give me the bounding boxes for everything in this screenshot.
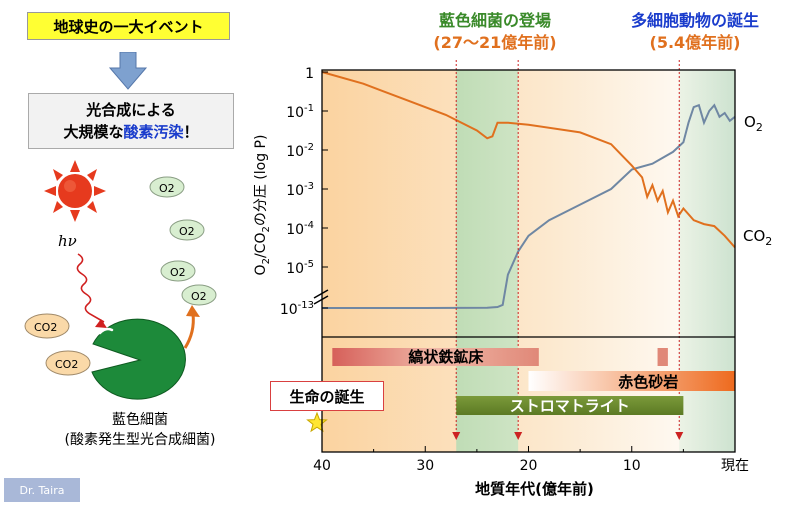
event-title: 地球史の一大イベント [53,17,204,36]
series-label-co2: CO2 [743,227,772,248]
oxygen-highlight: 酸素汚染 [123,123,184,141]
x-tick-label: 40 [313,458,331,474]
o2-bubble: O2 [169,219,205,241]
y-tick-label: 10-4 [286,220,314,238]
band-red-beds-label: 赤色砂岩 [618,373,678,391]
milestone-cyanobacteria-title: 藍色細菌の登場 [438,11,551,30]
cyanobacteria-caption: 藍色細菌 (酸素発生型光合成細菌) [40,410,240,450]
y-axis-label: O2/CO2の分圧 (log P) [253,135,272,276]
cyanobacteria-era-band [456,70,519,452]
co2-bubble: CO2 [24,313,70,339]
hv-label: hν [58,232,77,250]
svg-text:O2: O2 [191,290,207,303]
band-banded-iron [332,348,539,366]
oxygen-line-1: 光合成による [86,101,176,119]
era-marker-arrow [452,432,461,440]
svg-text:O2: O2 [159,182,175,195]
svg-text:CO2: CO2 [55,358,78,371]
light-wave-icon [76,253,105,323]
series-line-o2 [322,103,736,309]
series-line-co2 [321,71,736,249]
axis-break-mark [313,289,329,299]
band-stromatolite [456,396,684,415]
y-tick-label: 10-1 [286,103,314,121]
oxygen-line-2: 大規模な酸素汚染！ [63,123,199,141]
co2-bubble: CO2 [45,350,91,376]
x-tick-label: 現在 [721,458,749,474]
life-origin-label: 生命の誕生 [270,381,384,411]
milestone-multicellular: 多細胞動物の誕生 (5.4億年前) [590,10,800,54]
sun-icon [44,160,106,222]
o2-release-arrow [183,313,195,349]
x-tick-label: 30 [416,458,434,474]
era-marker-arrow [675,432,684,440]
y-tick-label: 10-2 [286,142,314,160]
o2-bubble: O2 [160,260,196,282]
origin-star-icon [306,411,328,433]
y-tick-label: 1 [305,66,314,82]
o2-bubble: O2 [181,284,217,306]
cyanobacteria-illustration: hν O2 O2 O2 O2 CO2 CO2 [24,160,217,400]
y-tick-label: 10-3 [286,181,314,199]
milestone-multicellular-title: 多細胞動物の誕生 [630,11,759,30]
cyanobacterium-icon [91,318,186,400]
band-stromatolite-label: ストロマトライト [510,397,630,415]
y-tick-label: 10-13 [280,300,314,318]
o2-bubble: O2 [149,176,185,198]
y-tick-label: 10-5 [286,259,314,277]
band-banded-iron-late [657,348,668,366]
axis-break-mark [313,295,329,305]
milestone-cyanobacteria-range: (27〜21億年前) [433,33,557,52]
band-banded-iron-label: 縞状鉄鉱床 [408,348,484,366]
series-label-o2: O2 [744,113,763,134]
svg-text:CO2: CO2 [34,321,57,334]
milestone-cyanobacteria: 藍色細菌の登場 (27〜21億年前) [400,10,590,54]
cyanobacteria-name: 藍色細菌 [112,412,168,428]
cyanobacteria-type: (酸素発生型光合成細菌) [64,432,216,448]
event-title-box: 地球史の一大イベント [27,12,230,40]
era-marker-arrow [514,432,523,440]
svg-text:O2: O2 [170,266,186,279]
oxygen-pollution-box: 光合成による 大規模な酸素汚染！ [28,93,234,149]
author-signature: Dr. Taira [4,478,80,502]
x-tick-label: 20 [520,458,538,474]
down-arrow-icon [108,52,148,90]
milestone-multicellular-time: (5.4億年前) [649,33,741,52]
x-axis-label: 地質年代(億年前) [475,480,594,498]
svg-text:O2: O2 [179,225,195,238]
band-red-beds [528,371,735,391]
x-tick-label: 10 [623,458,641,474]
